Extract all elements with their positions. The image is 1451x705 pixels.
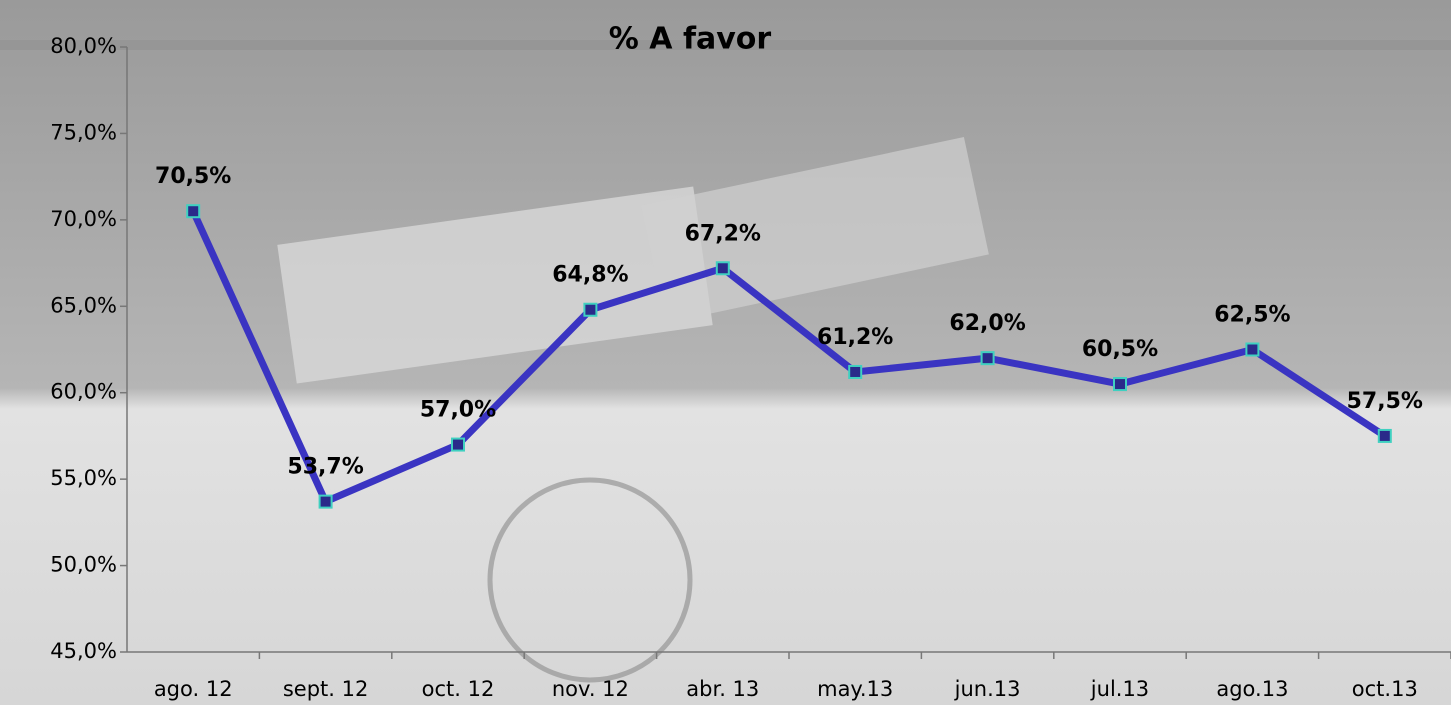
x-tick-label: nov. 12 — [552, 677, 629, 701]
y-tick-label: 55,0% — [50, 466, 117, 490]
value-label: 62,5% — [1214, 303, 1290, 328]
marker — [320, 496, 332, 508]
y-tick-label: 50,0% — [50, 553, 117, 577]
x-tick-label: jul.13 — [1090, 677, 1149, 701]
value-label: 60,5% — [1082, 337, 1158, 362]
y-tick-label: 70,0% — [50, 207, 117, 231]
x-tick-label: jun.13 — [954, 677, 1021, 701]
x-tick-label: ago. 12 — [154, 677, 233, 701]
marker — [1379, 430, 1391, 442]
value-label: 57,5% — [1347, 389, 1423, 414]
y-tick-label: 80,0% — [50, 34, 117, 58]
y-tick-label: 75,0% — [50, 120, 117, 144]
marker — [982, 352, 994, 364]
marker — [187, 205, 199, 217]
value-label: 61,2% — [817, 325, 893, 350]
chart: % A favor 45,0% 50,0% 55,0% 60,0% 65,0% 70,0%… — [0, 0, 1451, 705]
value-label: 67,2% — [685, 221, 761, 246]
value-label: 70,5% — [155, 164, 231, 189]
x-tick-label: sept. 12 — [283, 677, 369, 701]
x-tick-label: oct.13 — [1352, 677, 1418, 701]
value-label: 57,0% — [420, 398, 496, 423]
x-tick-label: abr. 13 — [686, 677, 759, 701]
marker — [849, 366, 861, 378]
y-tick-label: 45,0% — [50, 639, 117, 663]
x-tick-label: oct. 12 — [422, 677, 495, 701]
marker — [584, 304, 596, 316]
x-tick-label: may.13 — [817, 677, 893, 701]
value-label: 62,0% — [949, 311, 1025, 336]
marker — [452, 439, 464, 451]
chart-title: % A favor — [609, 22, 772, 57]
marker — [1246, 344, 1258, 356]
marker — [1114, 378, 1126, 390]
marker — [717, 262, 729, 274]
value-label: 53,7% — [287, 455, 363, 480]
y-tick-label: 65,0% — [50, 293, 117, 317]
y-tick-label: 60,0% — [50, 380, 117, 404]
x-tick-label: ago.13 — [1216, 677, 1288, 701]
value-label: 64,8% — [552, 263, 628, 288]
